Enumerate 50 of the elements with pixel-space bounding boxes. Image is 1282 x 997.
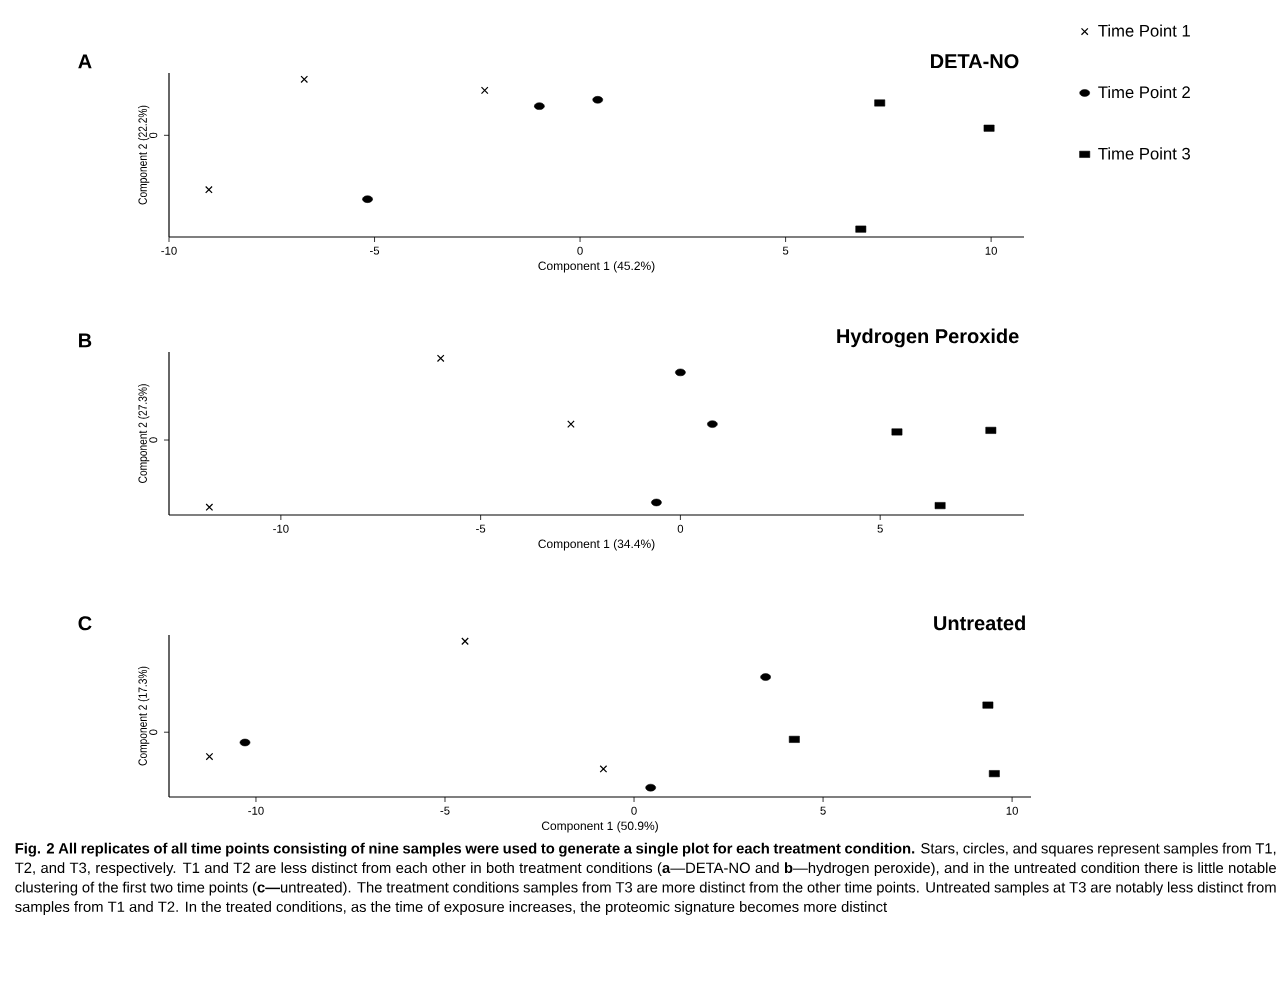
point [707, 420, 718, 428]
x-tick-label: 0 [577, 246, 583, 255]
point [300, 75, 309, 84]
point [760, 673, 771, 681]
point [362, 195, 373, 203]
text: 0 [149, 729, 158, 735]
legend-label: Time Point 3 [1098, 147, 1190, 160]
x-tick-label: 5 [820, 806, 826, 815]
text: 0 [149, 437, 158, 443]
point [436, 354, 445, 363]
point [599, 765, 608, 773]
point [239, 738, 251, 747]
point [480, 86, 489, 95]
x-tick-label: -5 [440, 806, 450, 815]
x-tick-label: 5 [877, 524, 883, 533]
text: C [78, 616, 92, 631]
point [645, 783, 656, 792]
x-axis-title: Component 1 (50.9%) [541, 821, 658, 833]
x-tick-label: -5 [370, 246, 380, 255]
point [567, 420, 575, 428]
point [651, 498, 662, 507]
text: Fig. 2 All replicates of all time points consisting of nine samples were used to generate a single plot for each treatment condition. Stars, circles, and squares represent samples from T1, T2, and T3, respectively. T1 and T2 are less distinct from each other in both treatment conditions (a—DETA-NO and b—hydrogen peroxide), and in the untreated condition there is little notable clustering of the first two time points (c—untreated). The treatment conditions samples from T3 are more distinct from the other time points. Untreated samples at T3 are notably less distinct from samples from T1 and T2. In the treated conditions, as the time of exposure increases, the proteomic signature becomes more distinct [15, 842, 1276, 915]
legend-label: Time Point 2 [1098, 85, 1190, 99]
point [205, 185, 213, 194]
x-tick-label: 10 [985, 246, 997, 255]
x-tick-label: -5 [476, 524, 486, 533]
point [461, 637, 469, 646]
y-axis-title: Component 2 (17.3%) [138, 666, 150, 766]
point [205, 503, 214, 511]
point [534, 102, 545, 110]
text: A [78, 54, 92, 69]
x-axis-title: Component 1 (34.4%) [538, 539, 655, 551]
point [675, 368, 686, 377]
y-axis-title: Component 2 (22.2%) [138, 105, 150, 205]
chart-title: Untreated [934, 615, 1025, 631]
chart-title: DETA-NO [931, 54, 1019, 69]
x-tick-label: 5 [782, 246, 789, 255]
text: B [79, 333, 92, 348]
text: 0 [149, 132, 158, 139]
x-tick-label: 10 [1006, 806, 1018, 815]
chart-title: Hydrogen Peroxide [837, 328, 1019, 348]
x-tick-label: -10 [161, 246, 177, 255]
x-tick-label: -10 [248, 806, 264, 815]
x-axis-title: Component 1 (45.2%) [538, 261, 655, 273]
y-axis-title: Component 2 (27.3%) [138, 384, 150, 483]
x-tick-label: 0 [631, 806, 637, 815]
legend-label: Time Point 1 [1098, 24, 1190, 37]
point [205, 752, 214, 761]
x-tick-label: 0 [677, 524, 684, 533]
x-tick-label: -10 [273, 524, 289, 533]
